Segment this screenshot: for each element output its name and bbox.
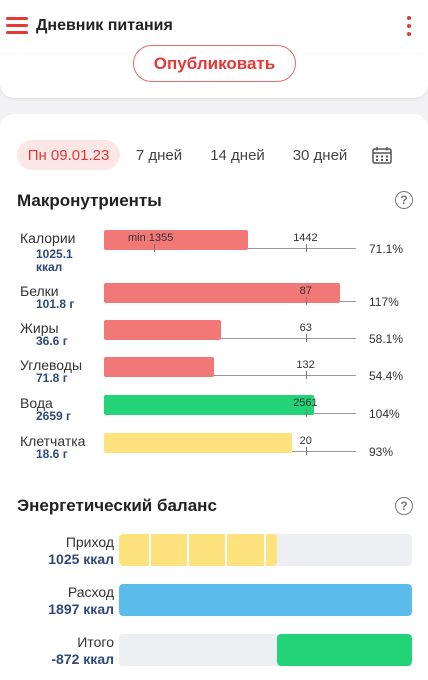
publish-button[interactable]: Опубликовать: [133, 45, 296, 82]
macro-row: Вода 2659 г 2561 104%: [0, 395, 428, 431]
macro-percent: 58.1%: [369, 332, 404, 346]
energy-value: -872 ккал: [51, 651, 114, 667]
goal-tick: [306, 409, 307, 417]
energy-track: [119, 634, 412, 666]
energy-bar: [277, 634, 412, 666]
goal-tick: [306, 244, 307, 252]
macro-bar: [104, 395, 314, 415]
goal-label: 1442: [293, 232, 318, 244]
macro-row: Белки 101.8 г 87 117%: [0, 283, 428, 319]
energy-value: 1025 ккал: [48, 551, 114, 567]
min-label: min 1355: [128, 232, 174, 244]
macro-value: 2659 г: [36, 409, 72, 423]
goal-tick: [306, 447, 307, 455]
macro-value: 36.6 г: [36, 334, 68, 348]
macros-title: Макронутриенты: [17, 191, 162, 210]
hamburger-menu-icon[interactable]: [6, 16, 28, 34]
macro-row: Клетчатка 18.6 г 20 93%: [0, 433, 428, 469]
min-tick: [154, 244, 155, 252]
tab-14-days[interactable]: 14 дней: [210, 146, 265, 164]
macro-bar: [104, 320, 221, 340]
energy-label: Расход: [67, 584, 114, 600]
energy-segment-divider: [264, 534, 266, 566]
energy-row: Расход 1897 ккал: [0, 584, 428, 617]
period-tabs: Пн 09.01.23 7 дней 14 дней 30 дней: [0, 140, 428, 170]
energy-segment-divider: [225, 534, 227, 566]
goal-label: 132: [296, 359, 315, 371]
macro-name: Вода: [20, 395, 53, 411]
macro-row: Калории 1025.1 ккал min 1355 1442 71.1%: [0, 230, 428, 274]
macro-value: 18.6 г: [36, 447, 68, 461]
tab-day[interactable]: Пн 09.01.23: [17, 140, 120, 170]
macro-row: Углеводы 71.8 г 132 54.4%: [0, 357, 428, 393]
goal-label: 20: [299, 435, 312, 447]
macro-percent: 54.4%: [369, 369, 404, 383]
energy-row: Приход 1025 ккал: [0, 534, 428, 567]
goal-tick: [306, 371, 307, 379]
macro-axis: [104, 338, 356, 339]
energy-segment-divider: [149, 534, 151, 566]
macro-axis: [104, 375, 356, 376]
energy-bar: [119, 534, 277, 566]
calendar-icon[interactable]: [372, 146, 392, 164]
more-vertical-icon[interactable]: [404, 15, 414, 39]
goal-tick: [306, 334, 307, 342]
macro-name: Клетчатка: [20, 433, 86, 449]
goal-label: 87: [299, 285, 312, 297]
macro-name: Жиры: [20, 320, 59, 336]
energy-help-icon[interactable]: ?: [395, 497, 413, 515]
macro-name: Белки: [20, 283, 59, 299]
macro-bar: [104, 283, 340, 303]
energy-value: 1897 ккал: [48, 601, 114, 617]
energy-track: [119, 534, 412, 566]
macro-value: 71.8 г: [36, 371, 68, 385]
macro-name: Калории: [20, 230, 76, 246]
macro-percent: 93%: [369, 445, 394, 459]
macro-percent: 117%: [369, 295, 399, 309]
goal-label: 63: [299, 322, 312, 334]
energy-bar: [119, 584, 412, 616]
goal-tick: [306, 297, 307, 305]
tab-30-days[interactable]: 30 дней: [292, 146, 348, 164]
macro-bar: [104, 230, 248, 250]
macro-row: Жиры 36.6 г 63 58.1%: [0, 320, 428, 356]
macro-percent: 104%: [369, 407, 400, 421]
macro-percent: 71.1%: [369, 242, 404, 256]
macro-bar: [104, 433, 292, 453]
macro-name: Углеводы: [20, 357, 83, 373]
page-title: Дневник питания: [36, 17, 173, 34]
macros-help-icon[interactable]: ?: [395, 191, 413, 209]
tab-7-days[interactable]: 7 дней: [135, 146, 183, 164]
energy-segment-divider: [187, 534, 189, 566]
energy-title: Энергетический баланс: [17, 496, 217, 515]
macro-value: 101.8 г: [36, 297, 75, 311]
macro-bar: [104, 357, 214, 377]
macro-value: 1025.1 ккал: [36, 247, 73, 274]
energy-label: Приход: [65, 534, 114, 550]
energy-label: Итого: [77, 634, 114, 650]
energy-row: Итого -872 ккал: [0, 634, 428, 667]
energy-track: [119, 584, 412, 616]
goal-label: 2561: [293, 397, 318, 409]
